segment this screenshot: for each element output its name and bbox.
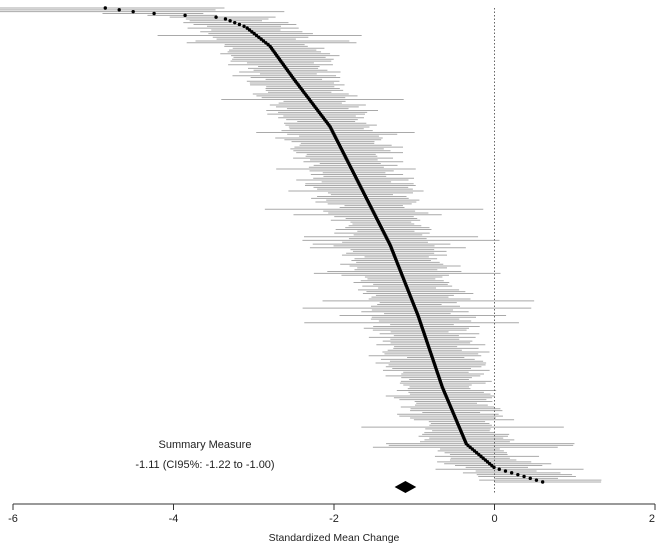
study-point [264, 41, 268, 45]
study-point [528, 476, 532, 481]
study-point [247, 28, 252, 32]
study-point [503, 469, 508, 473]
x-tick-label: 2 [649, 513, 655, 525]
x-tick-label: 0 [491, 513, 497, 525]
study-point [233, 20, 237, 25]
study-point [261, 39, 266, 43]
summary-label: Summary Measure [159, 439, 252, 451]
x-axis-ticks: -6 -4 -2 0 2 [8, 504, 656, 525]
study-point [245, 26, 249, 30]
study-point [242, 24, 246, 28]
study-point [516, 472, 520, 477]
study-point [250, 30, 254, 34]
study-point [223, 17, 228, 21]
study-point [237, 22, 242, 27]
study-point [152, 11, 156, 16]
summary-text: -1.11 (CI95%: -1.22 to -1.00) [135, 459, 274, 471]
study-point [509, 471, 514, 475]
study-point [254, 33, 259, 38]
study-point [522, 474, 526, 479]
study-point [117, 8, 121, 12]
study-point [214, 15, 218, 19]
x-tick-label: -2 [329, 513, 339, 525]
study-point [259, 37, 263, 41]
study-point [540, 480, 545, 484]
study-point [183, 13, 187, 18]
x-tick-label: -4 [169, 513, 179, 525]
x-axis-label: Standardized Mean Change [269, 532, 400, 544]
study-point [497, 467, 501, 471]
summary-diamond [394, 481, 417, 493]
study-point [492, 465, 496, 470]
study-points [103, 6, 545, 484]
study-point [534, 478, 539, 482]
x-tick-label: -6 [8, 513, 18, 525]
study-point [252, 31, 256, 36]
confidence-interval-lines [0, 7, 602, 483]
study-point [103, 6, 107, 10]
study-point [131, 9, 135, 14]
study-point [257, 35, 261, 39]
study-point [228, 19, 232, 23]
